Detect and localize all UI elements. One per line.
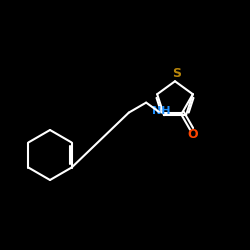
Text: S: S xyxy=(172,67,181,80)
Text: NH: NH xyxy=(152,106,171,116)
Text: O: O xyxy=(187,128,198,141)
